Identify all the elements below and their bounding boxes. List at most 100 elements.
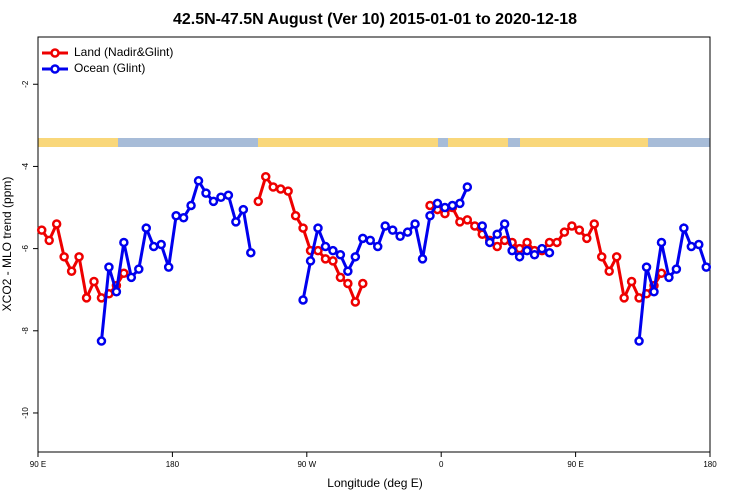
series-point bbox=[305, 256, 316, 266]
series-point bbox=[275, 184, 286, 194]
series-point bbox=[320, 241, 331, 252]
series-point bbox=[134, 264, 144, 274]
series-point bbox=[664, 272, 674, 283]
series-point bbox=[208, 196, 219, 207]
series-point bbox=[455, 198, 465, 209]
series-point bbox=[567, 221, 577, 231]
series-point bbox=[268, 182, 278, 192]
series-point bbox=[507, 245, 517, 256]
series-point bbox=[163, 262, 174, 272]
x-tick-label: 0 bbox=[439, 460, 444, 469]
series-point bbox=[223, 190, 234, 200]
y-axis-label: XCO2 - MLO trend (ppm) bbox=[0, 177, 14, 312]
y-tick-label: -6 bbox=[21, 245, 30, 253]
series-point bbox=[701, 262, 712, 272]
series-point bbox=[387, 225, 398, 235]
y-tick-label: -8 bbox=[21, 327, 30, 335]
series-point bbox=[626, 276, 637, 287]
series-point bbox=[544, 247, 555, 258]
series-point bbox=[96, 293, 107, 303]
y-tick-label: -2 bbox=[21, 80, 30, 88]
series-point bbox=[216, 192, 226, 202]
series-point bbox=[455, 217, 465, 227]
land-mask-strip bbox=[38, 138, 710, 147]
series-point bbox=[671, 264, 682, 274]
series-point bbox=[260, 171, 271, 182]
series-point bbox=[402, 227, 413, 237]
x-tick-label: 180 bbox=[166, 460, 180, 469]
series-point bbox=[358, 278, 368, 289]
series-point bbox=[313, 223, 323, 233]
series-point bbox=[656, 268, 667, 279]
legend: Land (Nadir&Glint) Ocean (Glint) bbox=[42, 45, 173, 75]
series-point bbox=[74, 252, 84, 262]
x-tick-label: 90 E bbox=[567, 460, 583, 469]
series-point bbox=[656, 237, 667, 248]
series-point bbox=[514, 243, 525, 254]
series-point bbox=[589, 219, 600, 229]
series-point bbox=[328, 245, 338, 256]
series-point bbox=[350, 252, 361, 262]
series-point bbox=[611, 252, 622, 262]
series-line bbox=[99, 177, 253, 342]
series-point bbox=[148, 241, 159, 252]
series-point bbox=[298, 295, 308, 305]
series-point bbox=[141, 223, 152, 233]
series-point bbox=[313, 245, 323, 256]
series-point bbox=[119, 268, 129, 279]
series-point bbox=[59, 252, 69, 262]
series-point bbox=[81, 293, 92, 303]
x-tick-label: 180 bbox=[703, 460, 717, 469]
series-line bbox=[480, 220, 551, 259]
series-point bbox=[462, 215, 473, 225]
series-point bbox=[335, 272, 346, 283]
series-point bbox=[634, 293, 644, 303]
series-point bbox=[238, 204, 249, 215]
series-point bbox=[410, 219, 420, 229]
series-point bbox=[246, 247, 256, 258]
series-point bbox=[417, 254, 428, 264]
series-point bbox=[119, 237, 129, 248]
series-point bbox=[335, 250, 346, 260]
series-point bbox=[171, 210, 181, 221]
legend-marker bbox=[50, 48, 60, 58]
series-point bbox=[604, 266, 614, 276]
legend-label: Ocean (Glint) bbox=[74, 61, 145, 75]
y-tick-label: -4 bbox=[21, 162, 30, 170]
series-point bbox=[694, 239, 704, 250]
series-point bbox=[283, 186, 293, 196]
series-point bbox=[522, 237, 532, 248]
y-tick-label: -10 bbox=[21, 407, 30, 419]
series-point bbox=[492, 229, 502, 239]
x-axis-label: Longitude (deg E) bbox=[327, 476, 422, 490]
series-point bbox=[343, 266, 353, 276]
series-point bbox=[193, 176, 204, 186]
series-point bbox=[358, 233, 368, 244]
series-point bbox=[679, 223, 689, 233]
series-point bbox=[365, 235, 376, 246]
series-point bbox=[641, 262, 652, 272]
series-point bbox=[447, 200, 458, 211]
series-point bbox=[96, 336, 107, 346]
x-tick-label: 90 W bbox=[297, 460, 316, 469]
series-point bbox=[126, 272, 137, 283]
legend-marker bbox=[50, 64, 60, 74]
series-point bbox=[559, 227, 570, 237]
series-point bbox=[499, 219, 510, 229]
series-point bbox=[649, 287, 659, 297]
series-point bbox=[686, 241, 697, 252]
legend-label: Land (Nadir&Glint) bbox=[74, 45, 173, 59]
series-point bbox=[619, 293, 629, 303]
series-point bbox=[492, 241, 502, 252]
series-point bbox=[350, 297, 361, 307]
series-point bbox=[544, 237, 555, 248]
series-point bbox=[484, 237, 495, 248]
series-point bbox=[529, 250, 540, 260]
series-point bbox=[253, 196, 264, 207]
series-point bbox=[372, 241, 383, 252]
series-point bbox=[462, 182, 473, 192]
series-point bbox=[470, 221, 480, 231]
series-point bbox=[514, 252, 525, 262]
series-point bbox=[51, 219, 62, 229]
